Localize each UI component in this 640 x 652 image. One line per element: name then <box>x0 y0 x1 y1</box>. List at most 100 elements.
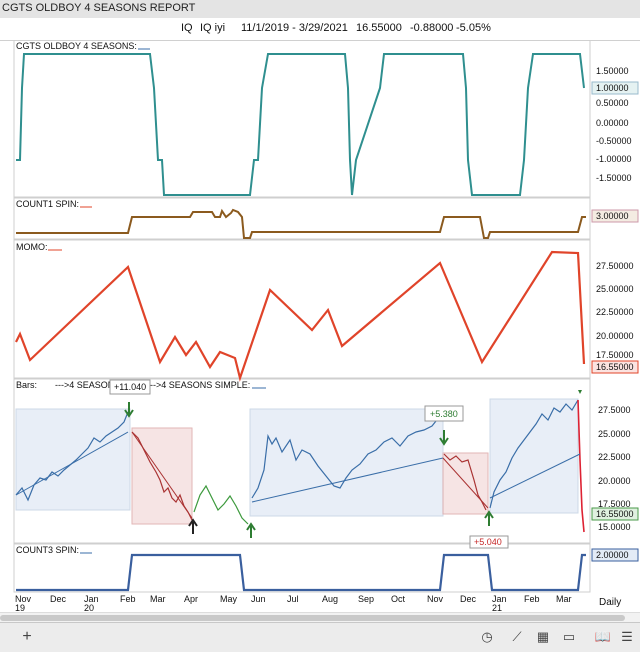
value-badge-count3 <box>591 548 639 562</box>
panel-icon[interactable]: ▭ <box>562 629 576 644</box>
price-bars-drop <box>577 399 585 533</box>
horizontal-scrollbar[interactable] <box>0 612 640 623</box>
annotation-gain-2: +5.380 <box>430 409 458 419</box>
price-bars-neutral <box>193 484 249 525</box>
value-badge-bars <box>591 507 639 521</box>
month-label: Jun <box>251 594 266 604</box>
value-badge-oldboy <box>591 81 639 95</box>
panel-frame-3 <box>13 239 591 379</box>
month-label: Dec <box>50 594 67 604</box>
month-label: Oct <box>391 594 406 604</box>
info-bar: IQ IQ iyi 11/1/2019 - 3/29/2021 16.55000… <box>0 18 640 41</box>
panel-label-momo: MOMO: <box>16 242 48 252</box>
period-selector[interactable]: Daily <box>599 597 622 608</box>
month-label: Dec <box>460 594 477 604</box>
value-badge-count1-text: 3.00000 <box>596 211 629 221</box>
month-label: Nov <box>15 594 32 604</box>
tick-label: 27.5000 <box>598 405 631 415</box>
month-label: Feb <box>524 594 540 604</box>
season-box-1 <box>15 408 131 511</box>
season-box-3 <box>249 408 444 517</box>
value-badge-momo <box>591 360 639 374</box>
month-label: Jul <box>287 594 299 604</box>
panel-label-4seasons: --->4 SEASONS: <box>55 380 123 390</box>
price-bars-down-1 <box>131 431 193 521</box>
chart-area[interactable]: CGTS OLDBOY 4 SEASONS: COUNT1 SPIN: MOMO… <box>0 40 640 594</box>
month-label: Mar <box>150 594 166 604</box>
last-price: 16.55000 <box>356 22 402 34</box>
bottom-toolbar: + ◷ ⟋ ▦ ▭ 📖 ☰ <box>0 622 640 652</box>
panel-frame-5 <box>13 543 591 593</box>
tick-label: 17.50000 <box>596 350 634 360</box>
value-badge-bars-text: 16.55000 <box>596 509 634 519</box>
month-label: Jan <box>492 594 507 604</box>
year-label: 20 <box>84 603 95 613</box>
list-icon[interactable]: ☰ <box>621 629 633 644</box>
panel-label-oldboy: CGTS OLDBOY 4 SEASONS: <box>16 41 137 51</box>
annotation-box <box>469 535 509 549</box>
tick-label: 17.5000 <box>598 499 631 509</box>
date-range: 11/1/2019 - 3/29/2021 <box>241 22 348 34</box>
tick-label: 15.0000 <box>598 522 631 532</box>
month-label: Feb <box>120 594 136 604</box>
year-label: 19 <box>15 603 26 613</box>
symbol: IQ <box>181 22 193 34</box>
tick-label: 1.50000 <box>596 66 629 76</box>
buy-arrow-icon <box>188 518 198 534</box>
count3-line <box>16 553 586 592</box>
price-change: -0.88000 <box>410 22 454 34</box>
value-badge-momo-text: 16.55000 <box>596 362 634 372</box>
buy-arrow-icon <box>246 522 256 538</box>
tick-label: 27.50000 <box>596 261 634 271</box>
tick-label: 22.5000 <box>598 452 631 462</box>
sell-marker-icon <box>578 390 582 394</box>
grid-icon[interactable]: ▦ <box>536 629 550 644</box>
month-label: May <box>220 594 238 604</box>
value-badge-count1 <box>591 209 639 223</box>
window-title: CGTS OLDBOY 4 SEASONS REPORT <box>2 2 196 14</box>
add-icon[interactable]: + <box>22 628 32 645</box>
price-bars-up-3 <box>489 399 579 509</box>
annotation-box <box>424 405 464 422</box>
buy-arrow-icon <box>484 510 494 526</box>
panel-label-bars: Bars: <box>16 380 37 390</box>
month-label: Sep <box>358 594 375 604</box>
clock-icon[interactable]: ◷ <box>481 629 493 644</box>
month-label: Jan <box>84 594 99 604</box>
annotation-box <box>109 379 151 395</box>
line-chart-icon[interactable]: ⟋ <box>512 629 522 644</box>
season-box-5 <box>489 398 579 514</box>
tick-label: 0.00000 <box>596 118 629 128</box>
tick-label: 20.00000 <box>596 331 634 341</box>
value-badge-count3-text: 2.00000 <box>596 550 629 560</box>
tick-label: -0.50000 <box>596 136 632 146</box>
trend-line-1 <box>15 431 129 496</box>
month-label: Aug <box>322 594 339 604</box>
month-label: Apr <box>184 594 199 604</box>
year-label: 21 <box>492 603 503 613</box>
trend-line-3 <box>251 457 444 503</box>
tick-label: 20.0000 <box>598 476 631 486</box>
oldboy-line <box>16 53 585 196</box>
tick-label: 0.50000 <box>596 98 629 108</box>
trend-line-2 <box>131 431 193 519</box>
season-box-2 <box>131 427 193 525</box>
trend-line-5 <box>489 453 581 499</box>
sell-arrow-icon <box>124 402 134 418</box>
month-label: Nov <box>427 594 444 604</box>
book-icon[interactable]: 📖 <box>594 629 612 644</box>
tick-label: 22.50000 <box>596 307 634 317</box>
price-bars-up-2 <box>251 415 441 499</box>
tick-label: -1.00000 <box>596 154 632 164</box>
symbol-name: IQ iyi <box>200 22 226 34</box>
panel-frame-2 <box>13 197 591 240</box>
tick-label: -1.50000 <box>596 173 632 183</box>
value-badge-oldboy-text: 1.00000 <box>596 83 629 93</box>
percent-change: -5.05% <box>456 22 491 34</box>
date-axis: Nov 19 Dec Jan 20 Feb Mar Apr May Jun Ju… <box>0 594 640 614</box>
momo-line <box>15 250 586 382</box>
window-title-bar: CGTS OLDBOY 4 SEASONS REPORT <box>0 0 640 19</box>
scrollbar-thumb[interactable] <box>0 615 625 621</box>
month-label: Mar <box>556 594 572 604</box>
annotation-gain-1: +11.040 <box>114 382 146 392</box>
